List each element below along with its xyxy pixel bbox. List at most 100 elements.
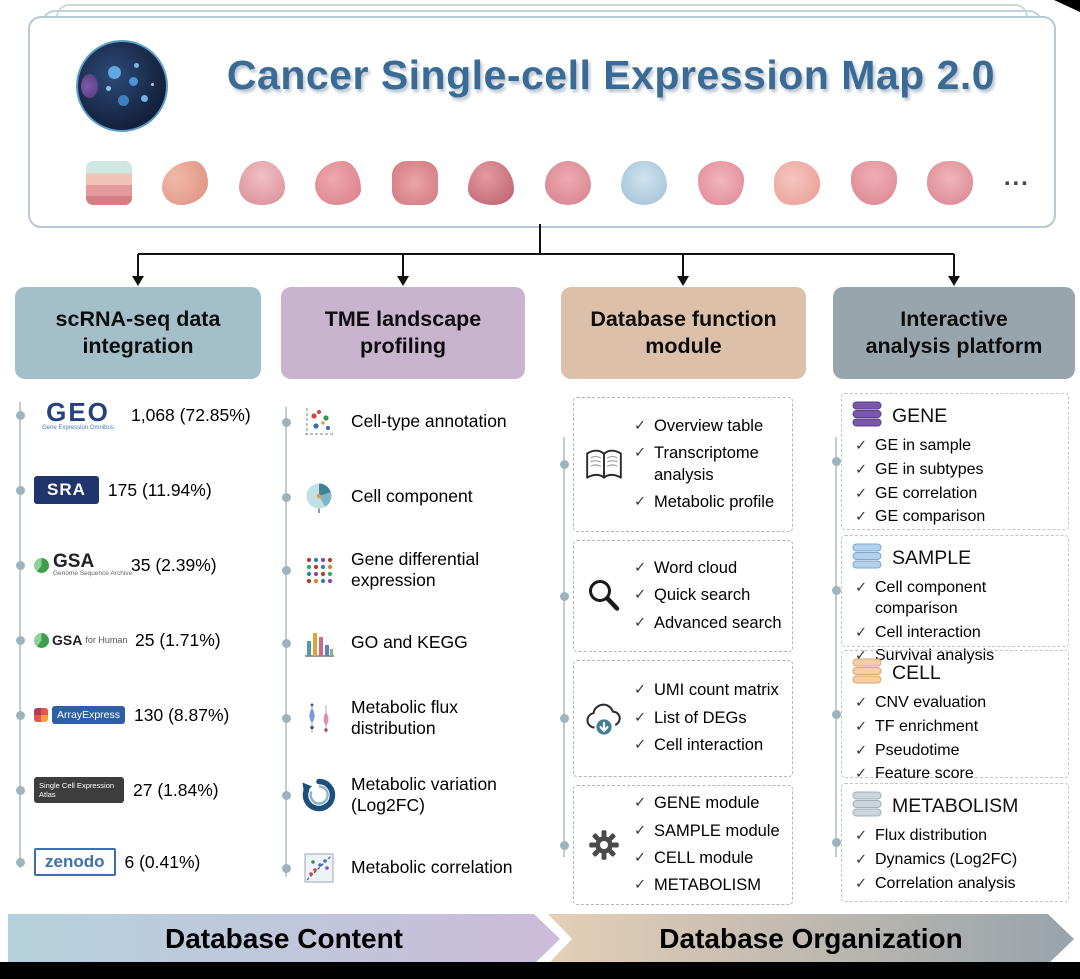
column-analysis-platform: Interactive analysis platform GENE ✓ GE i… bbox=[831, 287, 1075, 919]
column-header-function-module: Database function module bbox=[561, 287, 806, 379]
check-item-label: CELL module bbox=[654, 849, 754, 867]
geo-logo: GEO Gene Expression Omnibus bbox=[34, 399, 122, 431]
go-kegg-icon bbox=[300, 624, 338, 662]
connector-dot bbox=[281, 639, 291, 648]
check-item-label: Pseudotime bbox=[875, 741, 960, 759]
connector-dot bbox=[281, 791, 291, 800]
check-icon: ✓ bbox=[634, 682, 647, 699]
platform-group-cell: CELL ✓ CNV evaluation ✓ TF enrichment ✓ Pse… bbox=[841, 650, 1069, 782]
connector-dot bbox=[831, 710, 841, 719]
check-item-label: GE in subtypes bbox=[875, 460, 984, 478]
check-item-label: Dynamics (Log2FC) bbox=[875, 850, 1018, 868]
arrayexpress-logo-text: ArrayExpress bbox=[52, 706, 126, 724]
platform-group-metabolism: METABOLISM ✓ Flux distribution ✓ Dynamics … bbox=[841, 783, 1069, 902]
check-item: ✓ Dynamics (Log2FC) bbox=[855, 850, 1062, 871]
check-item: ✓ UMI count matrix bbox=[634, 680, 786, 701]
connector-dot bbox=[281, 566, 291, 575]
check-item-label: SAMPLE module bbox=[654, 821, 780, 840]
connector-dot bbox=[559, 460, 569, 469]
tme-item-label: Metabolic correlation bbox=[351, 857, 513, 878]
source-row-gsa-human: GSA for Human 25 (1.71%) bbox=[34, 616, 261, 664]
check-item: ✓ Pseudotime bbox=[855, 741, 1062, 762]
source-row-zenodo: zenodo 6 (0.41%) bbox=[34, 838, 261, 886]
check-icon: ✓ bbox=[855, 624, 868, 641]
check-item-label: UMI count matrix bbox=[654, 681, 779, 700]
check-icon: ✓ bbox=[634, 709, 647, 726]
tme-item-label: Cell-type annotation bbox=[351, 411, 507, 432]
check-item: ✓ Advanced search bbox=[634, 613, 786, 634]
arrayexpress-logo: ArrayExpress bbox=[34, 706, 126, 724]
source-count: 175 (11.94%) bbox=[107, 479, 212, 500]
connector-dot bbox=[15, 411, 25, 420]
gsa-human-logo-subtext: for Human bbox=[85, 635, 128, 645]
pancreas-icon bbox=[162, 161, 209, 205]
check-icon: ✓ bbox=[855, 485, 868, 502]
check-item: ✓ Feature score bbox=[855, 764, 1062, 785]
throat-icon bbox=[621, 161, 668, 205]
tme-item: GO and KEGG bbox=[300, 617, 525, 669]
geo-logo-text: GEO bbox=[46, 397, 110, 427]
check-item: ✓ Word cloud bbox=[634, 558, 786, 579]
column-data-integration: scRNA-seq data integration GEO Gene Expr… bbox=[15, 287, 261, 919]
check-item-label: GE comparison bbox=[875, 508, 986, 526]
tme-item-label: GO and KEGG bbox=[351, 632, 468, 653]
check-icon: ✓ bbox=[634, 795, 647, 812]
metabolism-database-icon bbox=[851, 791, 883, 822]
check-item: ✓ GE in subtypes bbox=[855, 460, 1062, 481]
check-item: ✓ GE in sample bbox=[855, 436, 1062, 457]
metabolic-flux-icon bbox=[300, 699, 338, 737]
column-title: Interactive analysis platform bbox=[865, 307, 1043, 358]
check-item-label: Cell component comparison bbox=[875, 579, 987, 617]
column-header-data-integration: scRNA-seq data integration bbox=[15, 287, 261, 379]
column-tme-profiling: TME landscape profiling Cell-type annota… bbox=[281, 287, 525, 919]
connector-dot bbox=[559, 841, 569, 850]
database-content-banner: Database Content bbox=[8, 914, 560, 964]
check-item: ✓ Quick search bbox=[634, 585, 786, 606]
sra-logo: SRA bbox=[34, 476, 99, 504]
check-item: ✓ Transcriptome analysis bbox=[634, 443, 786, 486]
check-icon: ✓ bbox=[855, 766, 868, 783]
connector-dot bbox=[15, 858, 25, 867]
connector-dot bbox=[15, 786, 25, 795]
stomach-icon bbox=[315, 161, 362, 205]
geo-logo-subtext: Gene Expression Omnibus bbox=[42, 425, 114, 431]
source-row-sc-expression-atlas: Single Cell Expression Atlas 27 (1.84%) bbox=[34, 766, 261, 814]
zenodo-logo: zenodo bbox=[34, 848, 116, 876]
connector-dot bbox=[281, 418, 291, 427]
organ-ellipsis: ... bbox=[1003, 164, 1030, 191]
metabolic-correlation-icon bbox=[300, 849, 338, 887]
tme-item: Gene differential expression bbox=[300, 544, 525, 596]
source-row-gsa: GSA Genome Sequence Archive 35 (2.39%) bbox=[34, 541, 261, 589]
check-item-label: Transcriptome analysis bbox=[654, 444, 759, 484]
column-header-analysis-platform: Interactive analysis platform bbox=[833, 287, 1075, 379]
bladder-icon bbox=[238, 161, 285, 205]
check-icon: ✓ bbox=[855, 875, 868, 892]
check-item: ✓ METABOLISM bbox=[634, 875, 786, 896]
connector-dot bbox=[281, 493, 291, 502]
bottom-black-bar bbox=[0, 962, 1080, 979]
connector-line bbox=[835, 437, 837, 857]
check-icon: ✓ bbox=[634, 445, 647, 462]
source-count: 25 (1.71%) bbox=[135, 629, 221, 650]
connector-dot bbox=[15, 486, 25, 495]
tme-item-label: Metabolic flux distribution bbox=[351, 696, 458, 738]
check-icon: ✓ bbox=[634, 614, 647, 631]
check-icon: ✓ bbox=[634, 559, 647, 576]
gsa-human-logo-text: GSA bbox=[52, 632, 83, 648]
check-item-label: Flux distribution bbox=[875, 827, 988, 844]
check-item: ✓ Cell interaction bbox=[634, 735, 786, 756]
tme-item: Metabolic flux distribution bbox=[300, 692, 525, 744]
screen-corner-artifact bbox=[1054, 0, 1080, 12]
column-title: Database function module bbox=[590, 307, 777, 358]
metabolic-variation-icon bbox=[300, 776, 338, 814]
gsa-logo-text: GSA bbox=[53, 551, 95, 573]
search-icon bbox=[582, 577, 626, 615]
intestine-icon bbox=[391, 161, 438, 205]
platform-group-label: SAMPLE bbox=[892, 547, 972, 569]
connector-dot bbox=[559, 714, 569, 723]
connector-line bbox=[563, 437, 565, 857]
check-icon: ✓ bbox=[634, 493, 647, 510]
check-item-label: Word cloud bbox=[654, 558, 738, 577]
check-item-label: Survival analysis bbox=[875, 647, 995, 665]
